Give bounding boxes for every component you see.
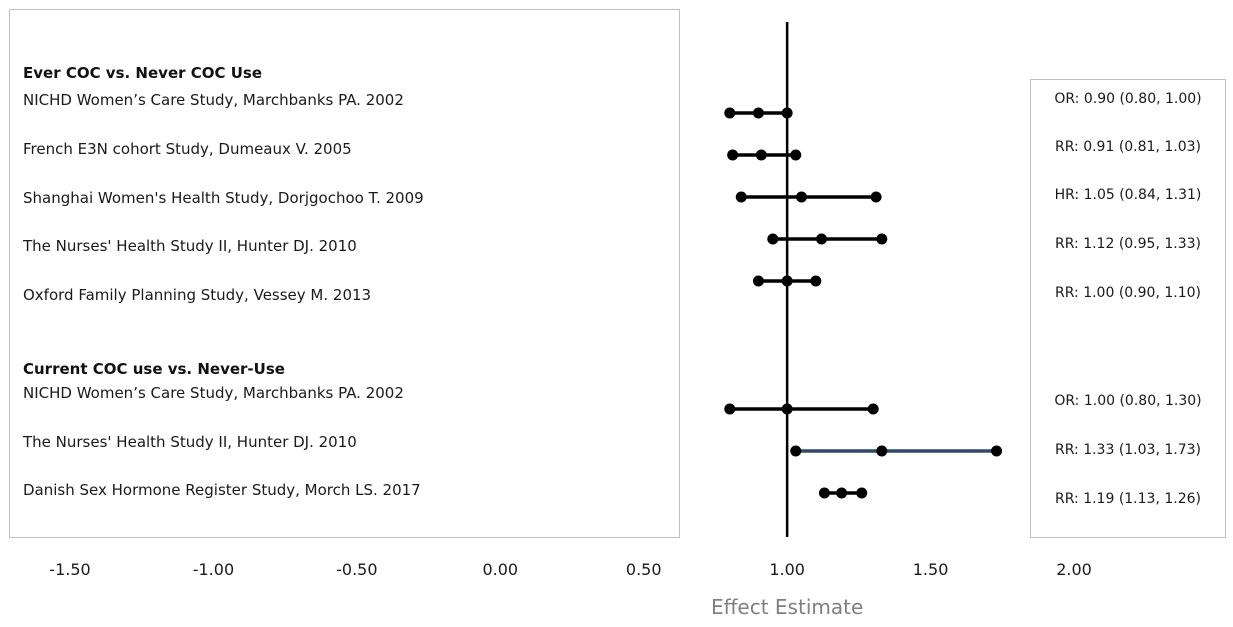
point-estimate-marker xyxy=(876,445,888,457)
study-label: Danish Sex Hormone Register Study, Morch… xyxy=(23,481,421,499)
effect-estimate-label: RR: 0.91 (0.81, 1.03) xyxy=(1055,139,1201,155)
effect-estimate-label: RR: 1.12 (0.95, 1.33) xyxy=(1055,236,1201,252)
point-estimate-marker xyxy=(781,275,793,287)
ci-upper-marker xyxy=(781,107,793,119)
ci-lower-marker xyxy=(724,107,736,119)
x-tick-label: 0.00 xyxy=(482,560,518,579)
point-estimate-marker xyxy=(781,403,793,415)
x-tick-label: 2.00 xyxy=(1056,560,1092,579)
ci-lower-marker xyxy=(767,233,779,245)
effect-estimate-label: OR: 0.90 (0.80, 1.00) xyxy=(1054,91,1201,107)
study-label: NICHD Women’s Care Study, Marchbanks PA.… xyxy=(23,384,404,402)
x-tick-label: -0.50 xyxy=(336,560,377,579)
x-tick-label: 0.50 xyxy=(626,560,662,579)
group-heading: Ever COC vs. Never COC Use xyxy=(23,64,262,82)
study-label: The Nurses' Health Study II, Hunter DJ. … xyxy=(22,237,357,255)
study-label-panel xyxy=(9,9,680,538)
x-tick-label: 1.00 xyxy=(769,560,805,579)
ci-upper-marker xyxy=(810,275,822,287)
ci-upper-marker xyxy=(870,191,882,203)
point-estimate-marker xyxy=(816,233,828,245)
x-tick-label: -1.50 xyxy=(49,560,90,579)
ci-upper-marker xyxy=(991,445,1003,457)
ci-lower-marker xyxy=(818,487,830,499)
ci-lower-marker xyxy=(790,445,802,457)
estimate-label-panel xyxy=(1030,79,1226,538)
ci-lower-marker xyxy=(735,191,747,203)
study-label: Shanghai Women's Health Study, Dorjgocho… xyxy=(23,189,424,207)
ci-lower-marker xyxy=(752,275,764,287)
effect-estimate-label: HR: 1.05 (0.84, 1.31) xyxy=(1055,187,1202,203)
study-label: NICHD Women’s Care Study, Marchbanks PA.… xyxy=(23,91,404,109)
ci-upper-marker xyxy=(876,233,888,245)
effect-estimate-label: RR: 1.19 (1.13, 1.26) xyxy=(1055,491,1201,507)
point-estimate-marker xyxy=(836,487,848,499)
ci-lower-marker xyxy=(724,403,736,415)
x-axis-title: Effect Estimate xyxy=(711,595,863,619)
study-label: Oxford Family Planning Study, Vessey M. … xyxy=(23,286,371,304)
ci-upper-marker xyxy=(867,403,879,415)
point-estimate-marker xyxy=(752,107,764,119)
effect-estimate-label: RR: 1.00 (0.90, 1.10) xyxy=(1055,285,1201,301)
point-estimate-marker xyxy=(795,191,807,203)
x-tick-label: 1.50 xyxy=(913,560,949,579)
x-tick-label: -1.00 xyxy=(193,560,234,579)
effect-estimate-label: OR: 1.00 (0.80, 1.30) xyxy=(1054,393,1201,409)
study-label: French E3N cohort Study, Dumeaux V. 2005 xyxy=(23,140,352,158)
ci-upper-marker xyxy=(856,487,868,499)
effect-estimate-label: RR: 1.33 (1.03, 1.73) xyxy=(1055,442,1201,458)
ci-upper-marker xyxy=(790,149,802,161)
group-heading: Current COC use vs. Never-Use xyxy=(23,360,285,378)
study-label: The Nurses' Health Study II, Hunter DJ. … xyxy=(22,433,357,451)
ci-lower-marker xyxy=(727,149,739,161)
point-estimate-marker xyxy=(755,149,767,161)
